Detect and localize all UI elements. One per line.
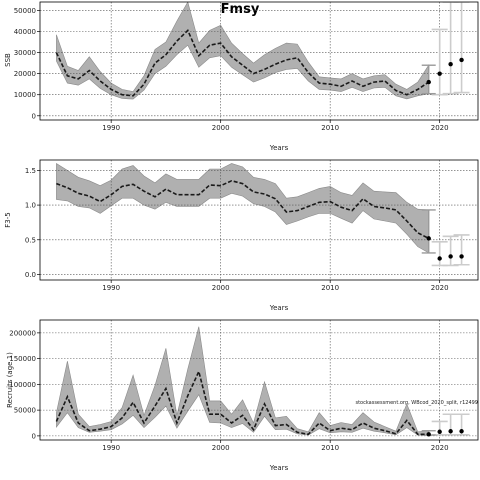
y-tick-label: 150000 (9, 355, 36, 363)
x-tick-label: 2020 (431, 284, 449, 292)
panel-3: 1990 2000 2010 2020 0 50000 100000 150000 200000… (6, 319, 479, 472)
x-axis-label: Years (269, 464, 289, 472)
x-tick-label: 1990 (102, 444, 120, 452)
x-tick-label: 1990 (102, 124, 120, 132)
projection-point (437, 429, 442, 434)
series-line (56, 179, 430, 240)
y-tick-label: 50000 (14, 7, 36, 15)
projection-point (459, 254, 464, 259)
y-tick-label: 100000 (9, 381, 36, 389)
y-tick-label: 40000 (14, 28, 36, 36)
source-note: stockassessment.org, WBcod_2020_split, r… (355, 400, 478, 406)
projection-point (459, 429, 464, 434)
projection-point (448, 61, 453, 67)
y-tick-label: 200000 (9, 329, 36, 337)
series-line (55, 369, 429, 436)
plot-frame (39, 159, 479, 281)
y-tick-label: 50000 (14, 407, 36, 415)
y-axis-label: F3-5 (4, 212, 12, 227)
data-point (426, 79, 431, 85)
x-tick-label: 2000 (212, 444, 230, 452)
panel-1: 1990 2000 2010 2020 0 10000 20000 30000 40000 500… (4, 1, 479, 152)
x-tick-label: 2020 (431, 444, 449, 452)
panels: 1990 2000 2010 2020010000200003000040000500… (4, 1, 479, 472)
y-tick-label: 0 (32, 432, 36, 440)
y-tick-label: 0 (32, 112, 36, 120)
chart-title: Fmsy (221, 2, 260, 17)
series-line (55, 29, 430, 97)
x-tick-label: 2020 (431, 124, 449, 132)
x-tick-label: 2000 (212, 284, 230, 292)
y-tick-label: 0.5 (25, 236, 36, 244)
projection-point (459, 57, 464, 63)
x-axis-label: Years (269, 144, 289, 152)
data-point (426, 236, 431, 241)
y-tick-label: 1.0 (25, 202, 36, 210)
projection-point (437, 256, 442, 261)
data-point (426, 432, 431, 437)
plot-area (40, 160, 478, 280)
plot-frame (39, 1, 479, 121)
projection-point (448, 254, 453, 259)
y-tick-label: 30000 (14, 49, 36, 57)
panel-2: 1990 2000 2010 2020 0.0 0.5 1.0 1.5 Years F3-5 (4, 159, 479, 312)
plot-area (40, 320, 478, 440)
x-tick-label: 1990 (102, 284, 120, 292)
y-axis-label: SSB (4, 53, 12, 67)
projection-point (437, 71, 442, 76)
y-tick-label: 1.5 (25, 167, 36, 175)
y-axis-label: Recruits (age 1) (6, 352, 14, 408)
plot-area (40, 2, 478, 120)
y-tick-label: 10000 (14, 91, 36, 99)
confidence-band (56, 326, 429, 436)
x-tick-label: 2000 (212, 124, 230, 132)
x-tick-label: 2010 (321, 444, 339, 452)
x-axis-label: Years (269, 304, 289, 312)
y-tick-label: 20000 (14, 70, 36, 78)
x-tick-label: 2010 (321, 284, 339, 292)
x-tick-label: 2010 (321, 124, 339, 132)
plot-frame (39, 319, 479, 441)
y-tick-label: 0.0 (25, 271, 36, 279)
projection-point (448, 429, 453, 434)
